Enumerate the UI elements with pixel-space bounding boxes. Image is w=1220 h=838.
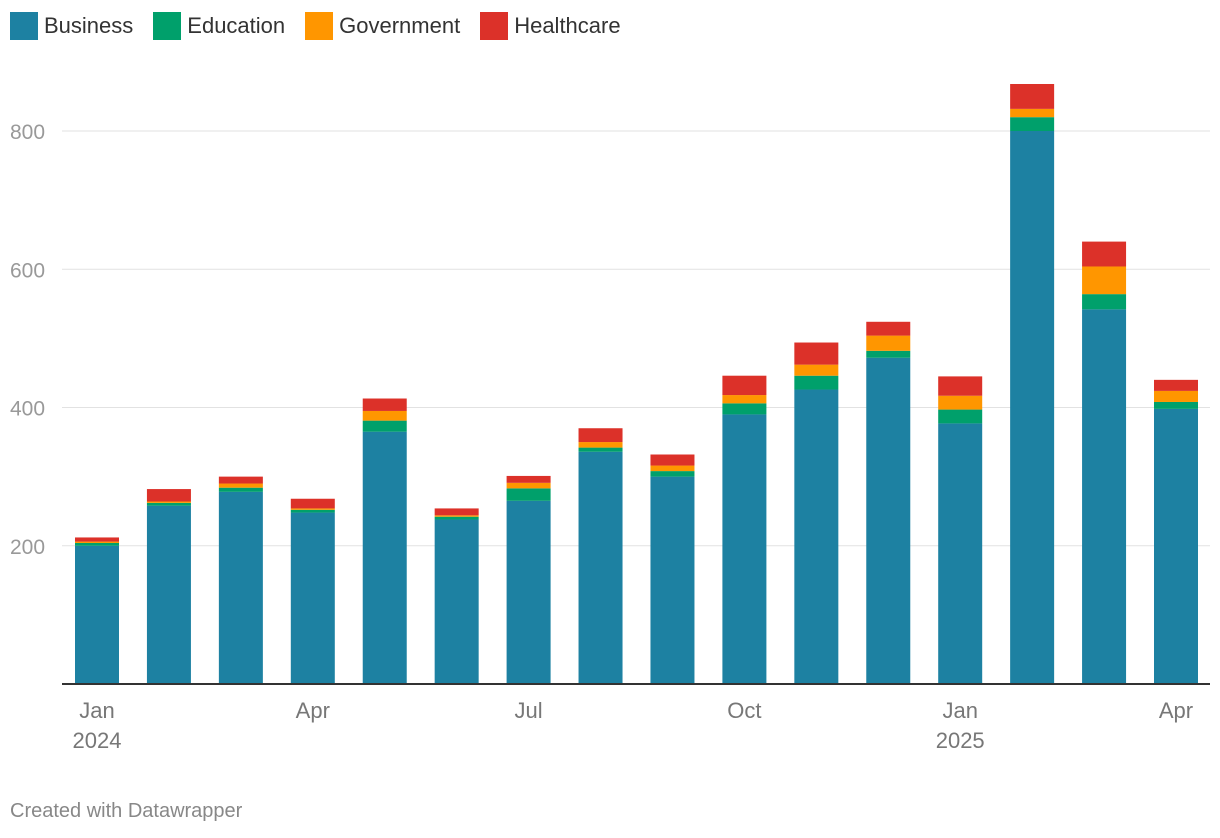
legend-label-business: Business: [44, 13, 134, 38]
legend-swatch-government: [305, 12, 334, 40]
x-tick-label-6: Jul: [515, 698, 543, 723]
bar-business-2024-12: [866, 357, 911, 684]
bar-education-2024-09: [650, 471, 695, 477]
bar-healthcare-2024-02: [146, 489, 191, 502]
legend-label-healthcare: Healthcare: [514, 13, 621, 38]
bar-healthcare-2024-10: [722, 375, 767, 396]
bar-business-2024-01: [75, 545, 119, 684]
stacked-bar-chart: 200 400 600 800 Jan 2024 Apr Jul Oct Jan 2025 Apr: [10, 83, 1210, 753]
bar-government-2025-03: [1082, 266, 1127, 295]
legend-swatch-healthcare: [480, 12, 509, 40]
bar-business-2024-07: [506, 500, 551, 684]
bar-healthcare-2024-04: [290, 498, 335, 509]
bar-government-2024-01: [75, 541, 119, 543]
bar-business-2024-09: [650, 476, 695, 684]
bar-government-2025-02: [1010, 108, 1055, 118]
bar-business-2024-10: [722, 414, 767, 684]
bar-education-2024-02: [146, 502, 191, 506]
bar-education-2024-04: [290, 509, 335, 513]
x-tick-year-0: 2024: [73, 728, 122, 753]
bar-government-2024-02: [146, 501, 191, 503]
bar-education-2024-01: [75, 542, 119, 546]
bar-healthcare-2024-11: [794, 342, 839, 365]
y-tick-label-400: 400: [10, 398, 45, 421]
bar-government-2024-08: [578, 442, 623, 448]
bar-education-2024-07: [506, 488, 551, 501]
bar-healthcare-2024-01: [75, 537, 119, 542]
bar-healthcare-2024-05: [362, 398, 407, 411]
bar-healthcare-2024-03: [218, 476, 263, 484]
bar-education-2024-03: [218, 487, 263, 492]
legend-swatch-education: [153, 12, 182, 40]
bar-healthcare-2024-07: [506, 475, 551, 483]
bar-education-2024-06: [434, 516, 479, 520]
bar-education-2024-08: [578, 447, 623, 452]
x-tick-label-15: Apr: [1159, 698, 1193, 723]
bar-healthcare-2025-03: [1082, 241, 1127, 267]
bar-business-2024-02: [146, 505, 191, 684]
bar-government-2024-07: [506, 482, 551, 489]
bar-government-2025-04: [1154, 390, 1198, 402]
bar-government-2025-01: [938, 395, 983, 410]
bar-government-2024-11: [794, 364, 839, 376]
bar-healthcare-2025-01: [938, 376, 983, 396]
bar-healthcare-2024-09: [650, 454, 695, 466]
bar-education-2025-01: [938, 409, 983, 424]
bar-business-2024-04: [290, 512, 335, 684]
x-tick-label-9: Oct: [727, 698, 761, 723]
bar-education-2025-02: [1010, 117, 1055, 131]
legend: Business Education Government Healthcare: [10, 12, 641, 40]
bar-education-2024-10: [722, 403, 767, 415]
bar-government-2024-10: [722, 395, 767, 404]
y-tick-label-800: 800: [10, 121, 45, 144]
footer-credit: Created with Datawrapper: [10, 800, 243, 822]
x-tick-label-0: Jan: [79, 698, 114, 723]
y-tick-label-200: 200: [10, 536, 45, 559]
bar-business-2024-08: [578, 451, 623, 684]
y-tick-label-600: 600: [10, 259, 45, 282]
bar-healthcare-2024-08: [578, 428, 623, 443]
bar-healthcare-2024-12: [866, 321, 911, 336]
bar-healthcare-2025-04: [1154, 379, 1198, 391]
bar-healthcare-2024-06: [434, 508, 479, 516]
bar-government-2024-04: [290, 508, 335, 510]
bar-education-2024-05: [362, 420, 407, 432]
legend-item-business: Business: [10, 12, 133, 40]
bar-government-2024-09: [650, 465, 695, 472]
bar-education-2024-12: [866, 350, 911, 358]
bar-business-2024-03: [218, 491, 263, 684]
bar-education-2025-04: [1154, 401, 1198, 409]
bar-business-2025-02: [1010, 131, 1055, 684]
bar-government-2024-06: [434, 515, 479, 517]
x-tick-label-12: Jan: [942, 698, 977, 723]
x-tick-label-3: Apr: [296, 698, 330, 723]
bar-healthcare-2025-02: [1010, 83, 1055, 109]
bar-education-2025-03: [1082, 294, 1127, 310]
bar-business-2025-01: [938, 423, 983, 684]
bar-business-2024-06: [434, 519, 479, 684]
bar-government-2024-12: [866, 335, 911, 351]
bar-education-2024-11: [794, 375, 839, 390]
legend-item-education: Education: [153, 12, 285, 40]
x-tick-year-12: 2025: [936, 728, 985, 753]
bar-government-2024-05: [362, 410, 407, 421]
legend-swatch-business: [10, 12, 38, 40]
bar-business-2024-11: [794, 389, 839, 684]
bar-government-2024-03: [218, 483, 263, 488]
legend-label-government: Government: [339, 13, 461, 38]
legend-item-healthcare: Healthcare: [480, 12, 621, 40]
legend-item-government: Government: [305, 12, 460, 40]
bar-business-2025-04: [1154, 408, 1198, 684]
bar-business-2024-05: [362, 431, 407, 684]
legend-label-education: Education: [187, 13, 286, 38]
bar-business-2025-03: [1082, 309, 1127, 684]
